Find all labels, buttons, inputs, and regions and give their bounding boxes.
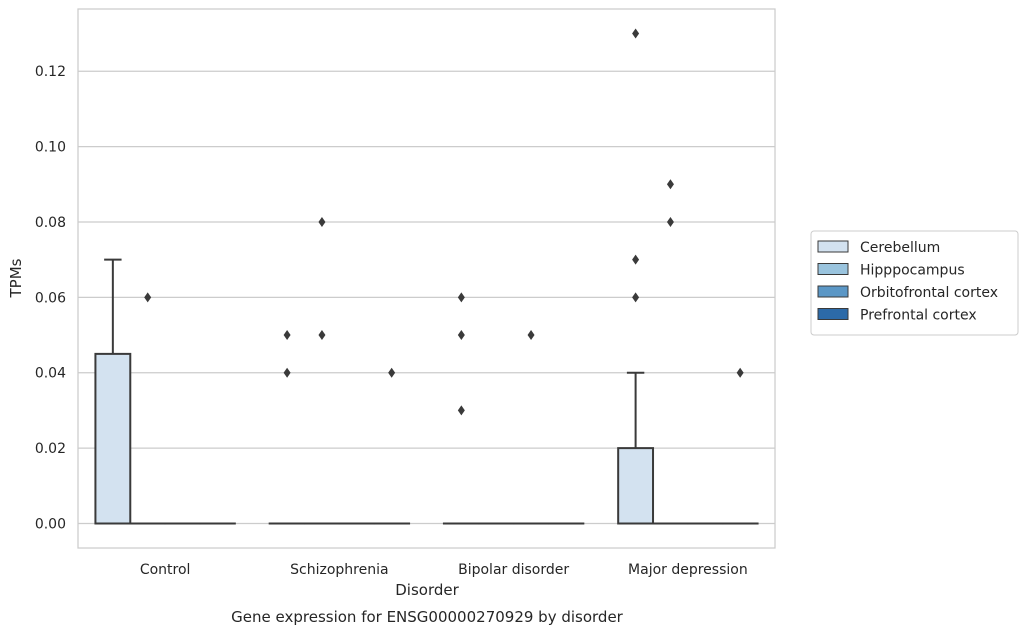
y-axis-ticks: 0.00 0.02 0.04 0.06 0.08 0.10 0.12 — [35, 64, 66, 532]
outlier-point — [457, 292, 465, 303]
legend-item: Cerebellum — [817, 240, 940, 256]
box-1-3 — [373, 367, 411, 525]
box-0-1 — [129, 292, 167, 525]
legend-label: Hipppocampus — [860, 263, 965, 279]
plot-marks — [94, 28, 759, 525]
y-tick-label: 0.10 — [35, 140, 66, 156]
box-0-0 — [94, 258, 132, 525]
outlier-point — [736, 367, 744, 378]
legend-label: Cerebellum — [860, 240, 940, 256]
box-2-0 — [442, 292, 480, 525]
outlier-point — [318, 216, 326, 227]
box-iqr — [94, 352, 132, 525]
legend-box — [810, 230, 1019, 336]
box-1-0 — [268, 330, 306, 525]
y-axis-label: TPMs — [7, 258, 25, 298]
box-2-2 — [512, 330, 550, 525]
legend-item: Orbitofrontal cortex — [817, 285, 998, 301]
outlier-point — [666, 179, 674, 190]
outlier-point — [457, 330, 465, 341]
outlier-point — [144, 292, 152, 303]
chart-caption: Gene expression for ENSG00000270929 by d… — [231, 608, 624, 626]
outlier-point — [283, 330, 291, 341]
outlier-point — [318, 330, 326, 341]
box-3-0 — [617, 28, 655, 525]
y-tick-label: 0.12 — [35, 64, 66, 80]
box-3-3 — [721, 367, 759, 525]
box-3-1 — [652, 179, 689, 525]
x-axis-label: Disorder — [395, 581, 459, 599]
outlier-point — [632, 292, 640, 303]
outlier-point — [457, 405, 465, 416]
outlier-point — [632, 254, 640, 265]
x-tick-label: Bipolar disorder — [458, 562, 569, 578]
legend: Cerebellum Hipppocampus Orbitofrontal cort… — [810, 230, 1019, 336]
outlier-point — [527, 330, 535, 341]
x-tick-label: Control — [140, 562, 191, 578]
y-tick-label: 0.02 — [35, 441, 66, 457]
y-tick-label: 0.06 — [35, 290, 66, 306]
outlier-point — [666, 216, 674, 227]
outlier-point — [283, 367, 291, 378]
outlier-point — [388, 367, 396, 378]
x-tick-label: Schizophrenia — [290, 562, 388, 578]
legend-swatch — [817, 240, 849, 253]
box-1-1 — [303, 216, 341, 525]
grid-lines — [78, 70, 775, 525]
y-tick-label: 0.04 — [35, 366, 66, 382]
legend-swatch — [817, 308, 849, 320]
outlier-point — [632, 28, 640, 39]
legend-swatch — [817, 285, 849, 298]
legend-label: Orbitofrontal cortex — [860, 285, 998, 301]
plot-frame — [77, 8, 776, 549]
y-tick-label: 0.08 — [35, 215, 66, 231]
x-tick-label: Major depression — [628, 562, 748, 578]
legend-item: Prefrontal cortex — [817, 308, 977, 324]
legend-label: Prefrontal cortex — [860, 308, 977, 324]
x-axis-ticks: Control Schizophrenia Bipolar disorder Majo… — [140, 562, 748, 578]
legend-swatch — [817, 263, 849, 275]
legend-item: Hipppocampus — [817, 263, 965, 279]
y-tick-label: 0.00 — [35, 517, 66, 533]
box-iqr — [617, 447, 655, 525]
